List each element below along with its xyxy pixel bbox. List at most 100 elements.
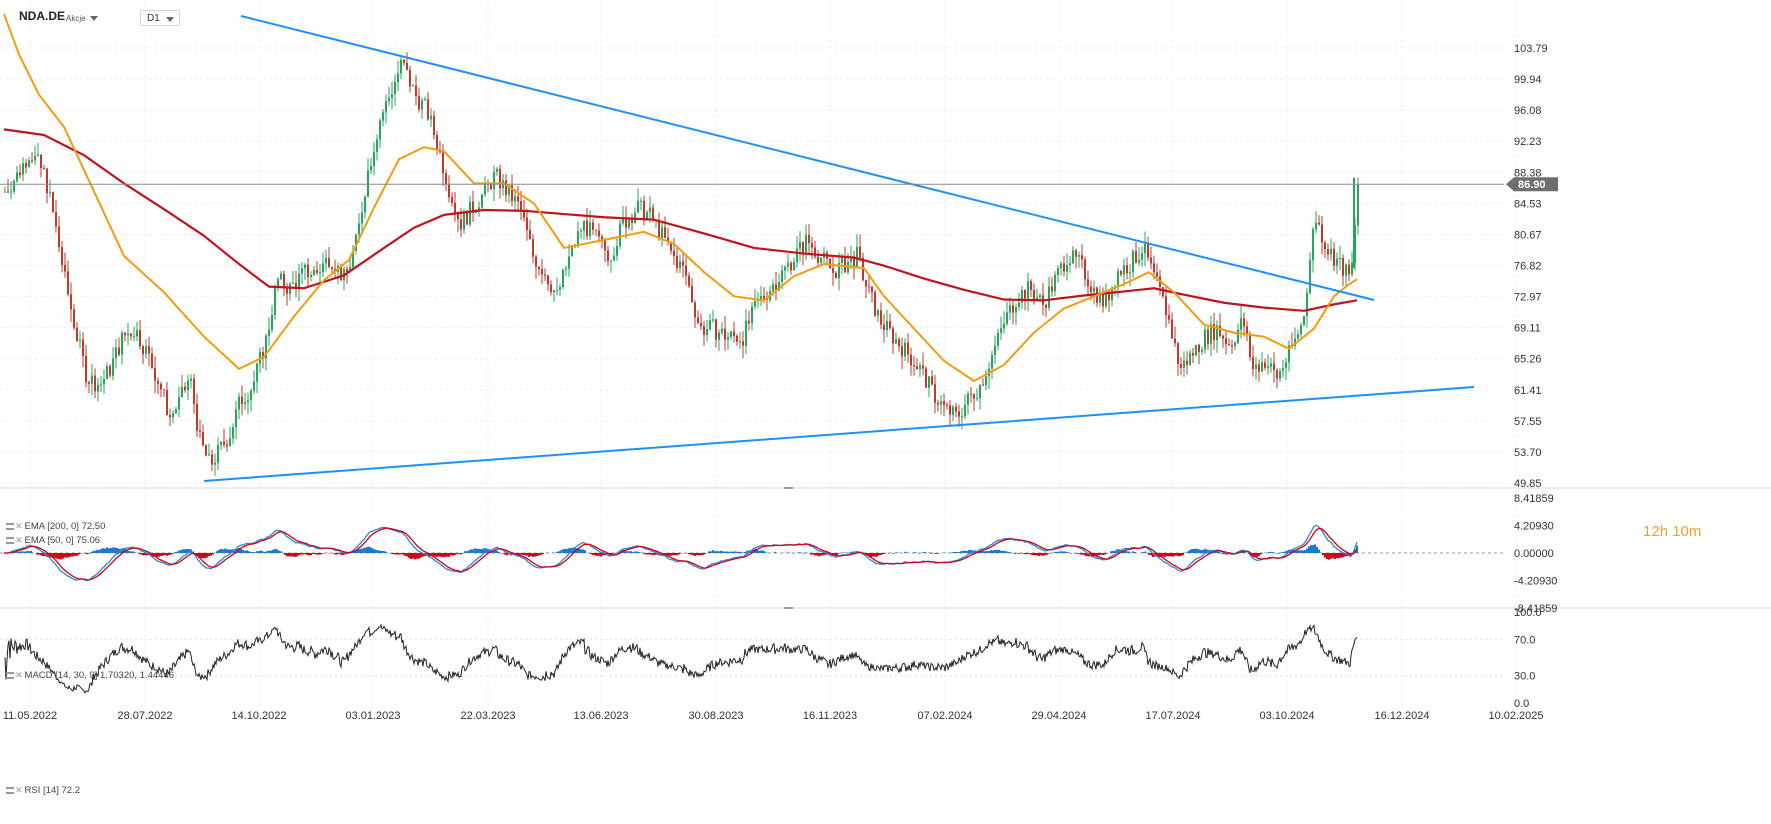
macd-hist-bar [1316, 546, 1318, 553]
macd-hist-bar [60, 553, 62, 560]
macd-hist-bar [788, 552, 790, 553]
macd-hist-bar [954, 551, 956, 553]
candle-body [328, 257, 330, 267]
candle-body [1180, 363, 1182, 368]
macd-hist-bar [238, 548, 240, 553]
candle-body [469, 201, 471, 225]
rsi-tick-label: 70.0 [1514, 634, 1535, 646]
candle-body [421, 100, 423, 110]
macd-hist-bar [340, 553, 342, 555]
candle-body [505, 180, 507, 195]
close-icon[interactable]: ✕ [15, 521, 23, 531]
settings-icon[interactable] [6, 786, 14, 794]
candle-body [1153, 263, 1155, 273]
candle-body [781, 270, 783, 282]
settings-icon[interactable] [6, 671, 14, 679]
macd-hist-bar [300, 553, 302, 555]
candle-body [1189, 352, 1191, 365]
macd-hist-bar [1114, 550, 1116, 553]
macd-hist-bar [278, 550, 280, 553]
indicator-ema50[interactable]: ✕ EMA [50, 0] 75.06 [6, 535, 100, 546]
macd-hist-bar [952, 552, 954, 553]
macd-hist-bar [524, 553, 526, 556]
candle-body [442, 152, 444, 174]
x-tick-label: 16.11.2023 [803, 710, 857, 722]
candle-body [148, 346, 150, 354]
candle-body [229, 438, 231, 447]
candle-body [538, 266, 540, 270]
macd-hist-bar [18, 551, 20, 553]
macd-hist-bar [402, 553, 404, 555]
candle-body [727, 336, 729, 340]
macd-hist-bar [40, 553, 42, 556]
close-icon[interactable]: ✕ [15, 535, 23, 545]
candle-body [295, 282, 297, 289]
candles-group [4, 52, 1359, 476]
macd-hist-bar [1030, 553, 1032, 555]
candle-body [22, 163, 24, 175]
macd-hist-bar [1148, 553, 1150, 555]
candle-body [667, 237, 669, 242]
candle-body [235, 409, 237, 428]
candle-body [1204, 329, 1206, 350]
candle-body [490, 183, 492, 189]
candle-body [535, 256, 537, 267]
macd-hist-bar [408, 553, 410, 558]
candle-body [121, 332, 123, 355]
candle-body [340, 265, 342, 281]
macd-hist-bar [70, 553, 72, 557]
macd-hist-bar [896, 552, 898, 553]
macd-hist-bar [314, 553, 316, 555]
macd-hist-bar [32, 552, 34, 553]
macd-hist-bar [1198, 549, 1200, 553]
macd-hist-bar [1300, 550, 1302, 553]
candle-body [223, 441, 225, 445]
macd-hist-bar [78, 553, 80, 555]
indicator-macd[interactable]: ✕ MACD [14, 30, 9] 1.70320, 1.44446 [6, 670, 174, 681]
candle-body [472, 201, 474, 213]
macd-hist-bar [1144, 551, 1146, 553]
close-icon[interactable]: ✕ [15, 785, 23, 795]
candle-body [844, 257, 846, 273]
candle-body [88, 382, 90, 384]
macd-hist-bar [188, 548, 190, 553]
candle-body [382, 112, 384, 121]
symbol-label[interactable]: NDA.DE [19, 9, 65, 23]
macd-hist-bar [1160, 553, 1162, 558]
macd-hist-bar [702, 553, 704, 555]
macd-hist-bar [758, 550, 760, 553]
candle-body [652, 207, 654, 221]
macd-hist-bar [258, 551, 260, 553]
macd-hist-bar [1194, 548, 1196, 553]
macd-hist-bar [412, 553, 414, 559]
close-icon[interactable]: ✕ [15, 670, 23, 680]
settings-icon[interactable] [6, 522, 14, 530]
indicator-ema200[interactable]: ✕ EMA [200, 0] 72.50 [6, 521, 105, 532]
candle-body [1123, 265, 1125, 275]
macd-tick-label: 8.41859 [1514, 493, 1554, 505]
candle-body [76, 327, 78, 342]
candle-body [541, 269, 543, 275]
candle-body [1237, 329, 1239, 343]
candle-body [1342, 258, 1344, 276]
timer-minutes-unit: m [1688, 523, 1702, 540]
candle-body [166, 390, 168, 415]
macd-hist-bar [156, 553, 158, 557]
candle-body [679, 261, 681, 269]
instrument-type[interactable]: Akcje [66, 14, 99, 23]
candle-body [556, 289, 558, 291]
candle-body [754, 300, 756, 307]
macd-hist-bar [1218, 551, 1220, 553]
settings-icon[interactable] [6, 536, 14, 544]
candle-body [493, 171, 495, 189]
macd-hist-bar [880, 553, 882, 556]
candle-body [775, 284, 777, 291]
indicator-rsi[interactable]: ✕ RSI [14] 72.2 [6, 785, 80, 796]
macd-hist-bar [396, 553, 398, 555]
candle-body [79, 339, 81, 342]
macd-hist-bar [1304, 550, 1306, 553]
timeframe-select[interactable]: D1 [140, 10, 180, 26]
candle-body [616, 245, 618, 256]
candle-body [856, 246, 858, 267]
